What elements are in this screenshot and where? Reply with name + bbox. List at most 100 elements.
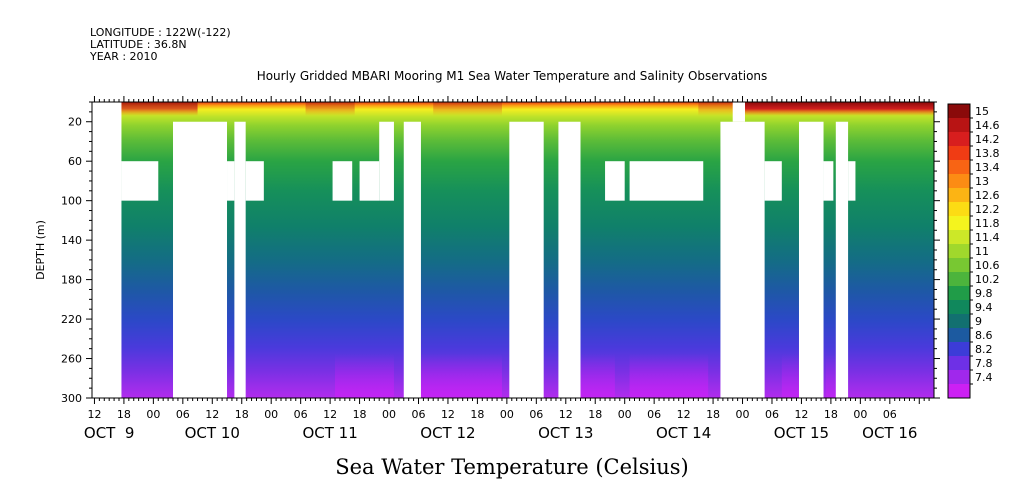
chart-title: Hourly Gridded MBARI Mooring M1 Sea Wate… (257, 69, 768, 83)
colorbar-label: 7.4 (975, 371, 993, 384)
x-tick-label: 18 (117, 408, 131, 421)
top-minor-ticks (93, 96, 930, 102)
colorbar-label: 12.6 (975, 189, 1000, 202)
colorbar-label: 9.4 (975, 301, 993, 314)
warm-patch (744, 102, 934, 116)
y-axis: 20 60 100 140 180 220 260 300 (61, 101, 940, 405)
colorbar-swatch (948, 272, 970, 287)
y-tick-label: 100 (61, 195, 82, 208)
x-tick-label: 06 (294, 408, 308, 421)
missing-data-block (173, 121, 228, 398)
x-day-label: OCT 11 (302, 424, 357, 442)
x-tick-label: 00 (382, 408, 396, 421)
missing-data-block (509, 121, 544, 398)
colorbar-label: 15 (975, 105, 989, 118)
missing-data-block (359, 161, 380, 201)
x-day-label: OCT 16 (862, 424, 917, 442)
warm-patch (305, 102, 355, 116)
colorbar-label: 11.8 (975, 217, 1000, 230)
x-tick-label: 18 (588, 408, 602, 421)
x-tick-label: 12 (205, 408, 219, 421)
warm-patch (433, 102, 502, 116)
x-axis: 12 18 00 06 12 18 00 06 12 18 00 06 12 18 00 06 12 18 00 06… (84, 398, 930, 442)
colorbar-frame (947, 103, 971, 399)
colorbar-swatch (948, 300, 970, 315)
missing-data-block (629, 161, 704, 201)
warm-patch (119, 102, 198, 116)
y-tick-label: 140 (61, 234, 82, 247)
missing-data-block (92, 102, 122, 398)
colorbar-label: 7.8 (975, 357, 993, 370)
colorbar-swatch (948, 244, 970, 259)
colorbar-swatch (948, 328, 970, 343)
colorbar-swatch (948, 132, 970, 147)
missing-data-block (121, 161, 159, 201)
y-tick-label: 180 (61, 274, 82, 287)
missing-data-masks (92, 102, 856, 398)
colorbar-label: 11 (975, 245, 989, 258)
colorbar-label: 9 (975, 315, 982, 328)
colorbar-label: 10.6 (975, 259, 1000, 272)
colorbar-swatch (948, 286, 970, 301)
y-tick-label: 260 (61, 353, 82, 366)
x-tick-label: 00 (853, 408, 867, 421)
deep-cold-layer (335, 353, 846, 398)
missing-data-block (245, 161, 264, 201)
colorbar-label: 12.2 (975, 203, 1000, 216)
x-tick-label: 06 (529, 408, 543, 421)
missing-data-block (403, 121, 421, 398)
x-tick-label: 00 (618, 408, 632, 421)
x-tick-label: 18 (353, 408, 367, 421)
x-tick-label: 12 (87, 408, 101, 421)
missing-data-block (848, 161, 856, 201)
colorbar-swatch (948, 174, 970, 189)
x-day-label: OCT 10 (185, 424, 240, 442)
x-tick-label: 12 (794, 408, 808, 421)
colorbar-swatch (948, 370, 970, 385)
missing-data-block (823, 161, 834, 201)
colorbar-swatch (948, 216, 970, 231)
warm-patch (698, 102, 738, 116)
missing-data-block (558, 121, 581, 398)
cold-patch (781, 353, 802, 398)
x-tick-label: 06 (647, 408, 661, 421)
colorbar-swatch (948, 202, 970, 217)
colorbar-label: 13 (975, 175, 989, 188)
colorbar-swatch (948, 356, 970, 371)
colorbar-swatch (948, 146, 970, 161)
colorbar-swatch (948, 230, 970, 245)
missing-data-block (332, 161, 353, 201)
colorbar-swatch (948, 258, 970, 273)
x-day-label: OCT 13 (538, 424, 593, 442)
x-day-label: OCT 12 (420, 424, 475, 442)
x-tick-label: 12 (441, 408, 455, 421)
plot-area (92, 102, 934, 398)
missing-data-block (234, 121, 246, 398)
x-tick-label: 12 (323, 408, 337, 421)
figure-caption: Sea Water Temperature (Celsius) (335, 455, 689, 479)
colorbar-label: 13.4 (975, 161, 1000, 174)
x-tick-label: 12 (677, 408, 691, 421)
colorbar-label: 14.6 (975, 119, 1000, 132)
x-tick-label: 00 (146, 408, 160, 421)
y-tick-label: 220 (61, 313, 82, 326)
colorbar-label: 8.2 (975, 343, 993, 356)
x-tick-label: 06 (176, 408, 190, 421)
x-tick-label: 06 (883, 408, 897, 421)
x-tick-label: 06 (411, 408, 425, 421)
colorbar-label: 10.2 (975, 273, 1000, 286)
x-tick-label: 00 (736, 408, 750, 421)
cold-patch (418, 353, 502, 398)
colorbar-swatch (948, 314, 970, 329)
x-tick-label: 18 (706, 408, 720, 421)
colorbar-swatch (948, 160, 970, 175)
cold-patch (580, 353, 615, 398)
x-tick-label: 00 (500, 408, 514, 421)
colorbar-label: 11.4 (975, 231, 1000, 244)
longitude-label: LONGITUDE : 122W(-122) (90, 26, 231, 39)
colorbar-swatch (948, 342, 970, 357)
cold-patch (335, 353, 394, 398)
colorbar-swatch (948, 188, 970, 203)
year-label: YEAR : 2010 (89, 50, 158, 63)
